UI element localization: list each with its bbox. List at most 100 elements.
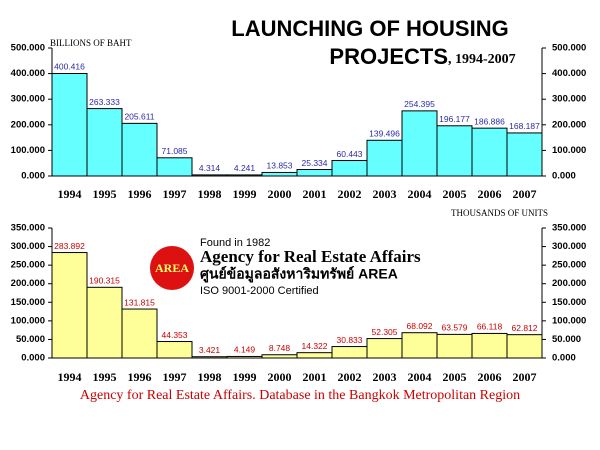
y-tick-label: 100.000 [11, 145, 45, 156]
x-tick-label: 2004 [408, 187, 432, 201]
x-tick-label: 1998 [198, 370, 222, 384]
y-tick-label: 300.000 [552, 241, 586, 252]
chart-title: LAUNCHING OF HOUSING [231, 16, 508, 41]
y-tick-label: 500.000 [552, 43, 586, 54]
logo-mark: AREA [155, 261, 189, 275]
x-tick-label: 1996 [128, 187, 152, 201]
bar [401, 332, 438, 359]
bar [471, 332, 508, 359]
value-label: 131.815 [124, 297, 155, 307]
bar [366, 139, 403, 177]
value-label: 263.333 [89, 97, 120, 107]
y-tick-label: 150.000 [11, 297, 45, 308]
footer: Agency for Real Estate Affairs. Database… [80, 388, 520, 403]
bar [86, 108, 123, 177]
value-label: 186.886 [474, 116, 505, 126]
value-label: 71.085 [162, 146, 188, 156]
x-tick-label: 2007 [513, 370, 537, 384]
bar [506, 334, 543, 359]
bar [261, 171, 298, 177]
logo-thai-name: ศูนย์ข้อมูลอสังหาริมทรัพย์ AREA [200, 266, 398, 283]
x-tick-label: 1997 [163, 370, 187, 384]
x-tick-label: 1994 [58, 370, 82, 384]
y-tick-label: 200.000 [11, 278, 45, 289]
x-tick-label: 2007 [513, 187, 537, 201]
bar [121, 308, 158, 359]
value-label: 14.322 [302, 341, 328, 351]
y-tick-label: 200.000 [552, 119, 586, 130]
value-label: 44.353 [162, 330, 188, 340]
x-tick-label: 2006 [478, 370, 502, 384]
y-tick-label: 300.000 [11, 241, 45, 252]
value-label: 168.187 [509, 121, 540, 131]
value-label: 52.305 [372, 327, 398, 337]
value-label: 68.092 [407, 321, 433, 331]
x-tick-label: 2002 [338, 187, 362, 201]
x-tick-label: 2004 [408, 370, 432, 384]
y-tick-label: 500.000 [11, 43, 45, 54]
y-tick-label: 250.000 [552, 260, 586, 271]
y-tick-label: 100.000 [552, 145, 586, 156]
bar [436, 125, 473, 177]
y-tick-label: 0.000 [21, 171, 45, 182]
value-label: 400.416 [54, 62, 85, 72]
value-label: 283.892 [54, 241, 85, 251]
value-label: 63.579 [442, 323, 468, 333]
value-label: 205.611 [124, 112, 154, 122]
logo-circle [150, 246, 194, 290]
value-label: 139.496 [369, 129, 400, 139]
value-label: 25.334 [302, 158, 328, 168]
value-label: 62.812 [512, 323, 538, 333]
x-tick-label: 2005 [443, 187, 467, 201]
x-tick-label: 1999 [233, 370, 257, 384]
bar [121, 122, 158, 177]
bar [296, 352, 333, 359]
y-tick-label: 200.000 [552, 278, 586, 289]
x-tick-label: 1995 [93, 187, 117, 201]
value-label: 190.315 [89, 276, 120, 286]
bar [331, 160, 368, 177]
y-tick-label: 0.000 [552, 353, 576, 364]
bar [506, 132, 543, 177]
bar [156, 341, 193, 359]
x-tick-label: 2001 [303, 187, 327, 201]
y-tick-label: 150.000 [552, 297, 586, 308]
y-axis-label: BILLIONS OF BAHT [50, 38, 132, 48]
value-label: 60.443 [337, 149, 363, 159]
x-tick-label: 2001 [303, 370, 327, 384]
y-tick-label: 200.000 [11, 119, 45, 130]
value-label: 4.149 [234, 345, 256, 355]
bar [471, 127, 508, 177]
bar [51, 72, 88, 177]
x-tick-label: 2000 [268, 187, 292, 201]
bar [51, 252, 88, 359]
x-tick-label: 1994 [58, 187, 82, 201]
bar [156, 157, 193, 177]
logo: AREA Found in 1982 Agency for Real Estat… [150, 237, 421, 297]
logo-name: Agency for Real Estate Affairs [200, 247, 421, 266]
value-label: 30.833 [337, 335, 363, 345]
logo-certification: ISO 9001-2000 Certified [200, 285, 319, 297]
x-tick-label: 2003 [373, 370, 397, 384]
x-tick-label: 2000 [268, 370, 292, 384]
bar [366, 338, 403, 359]
y-tick-label: 50.000 [552, 334, 581, 345]
bar [296, 169, 333, 177]
x-tick-label: 1999 [233, 187, 257, 201]
x-tick-label: 2006 [478, 187, 502, 201]
value-label: 3.421 [199, 345, 221, 355]
y-tick-label: 400.000 [552, 68, 586, 79]
x-tick-label: 2002 [338, 370, 362, 384]
y-tick-label: 100.000 [552, 315, 586, 326]
x-tick-label: 2005 [443, 370, 467, 384]
value-label: 4.241 [234, 163, 256, 173]
value-label: 13.853 [267, 161, 293, 171]
chart-title: PROJECTS [329, 44, 448, 69]
value-label: 4.314 [199, 163, 221, 173]
chart-subtitle: , 1994-2007 [448, 52, 516, 67]
y-tick-label: 400.000 [11, 68, 45, 79]
x-tick-label: 1995 [93, 370, 117, 384]
y-tick-label: 0.000 [552, 171, 576, 182]
y-tick-label: 250.000 [11, 260, 45, 271]
